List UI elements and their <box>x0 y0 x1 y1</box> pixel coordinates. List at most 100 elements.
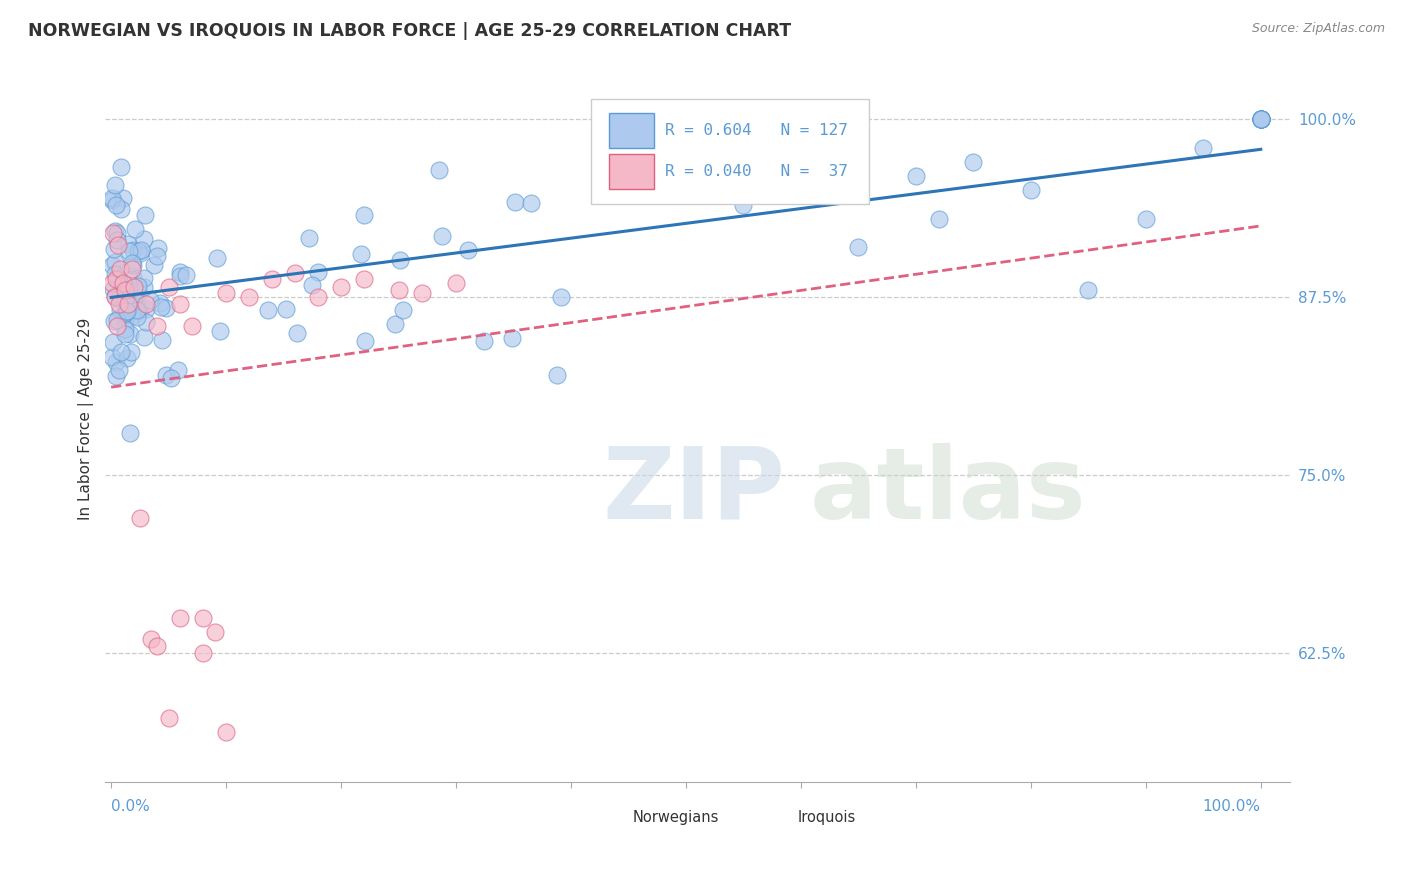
Point <box>101 350 124 364</box>
Point <box>353 208 375 222</box>
Point <box>103 282 125 296</box>
Point <box>103 226 125 240</box>
Point <box>108 363 131 377</box>
Point <box>472 334 495 349</box>
Point <box>108 302 131 317</box>
Point <box>127 303 149 318</box>
Point <box>1250 112 1272 127</box>
Point <box>105 233 128 247</box>
Point <box>1250 112 1272 127</box>
FancyBboxPatch shape <box>762 807 792 829</box>
Point <box>928 211 950 226</box>
Point <box>546 368 568 383</box>
Point <box>121 256 143 270</box>
Point <box>215 724 238 739</box>
Point <box>146 241 169 255</box>
Point <box>205 251 228 265</box>
Point <box>1250 112 1272 127</box>
Point <box>103 335 125 350</box>
Point <box>117 297 139 311</box>
Point <box>169 265 191 279</box>
Point <box>107 237 129 252</box>
Point <box>128 303 150 318</box>
Text: Norwegians: Norwegians <box>633 811 718 825</box>
Point <box>307 290 329 304</box>
Point <box>105 318 128 333</box>
Point <box>353 272 375 286</box>
Text: 0.0%: 0.0% <box>111 798 150 814</box>
Point <box>110 202 132 217</box>
Point <box>146 318 169 333</box>
Point <box>122 258 145 272</box>
Point <box>104 355 127 369</box>
Point <box>131 243 153 257</box>
Point <box>110 345 132 359</box>
Point <box>733 197 755 211</box>
Point <box>287 326 309 340</box>
Text: atlas: atlas <box>810 442 1087 540</box>
Point <box>135 297 157 311</box>
Point <box>121 261 143 276</box>
Point <box>157 280 180 294</box>
Point <box>411 286 433 301</box>
Point <box>105 226 128 240</box>
Point <box>141 632 163 647</box>
Point <box>105 198 128 212</box>
Point <box>146 640 169 654</box>
Point <box>117 244 139 258</box>
Point <box>1250 112 1272 127</box>
Text: R = 0.604   N = 127: R = 0.604 N = 127 <box>665 123 848 138</box>
Point <box>1019 184 1042 198</box>
Point <box>114 326 136 341</box>
Point <box>108 291 131 305</box>
Point <box>350 247 373 261</box>
Point <box>108 273 131 287</box>
Point <box>387 283 409 297</box>
Point <box>848 240 870 254</box>
Point <box>114 293 136 307</box>
Point <box>122 244 145 258</box>
Point <box>169 269 191 284</box>
Point <box>191 647 214 661</box>
Point <box>904 169 927 184</box>
Point <box>503 194 526 209</box>
Point <box>101 193 124 207</box>
Point <box>112 285 135 299</box>
Point <box>169 611 191 625</box>
Point <box>103 243 125 257</box>
Point <box>432 228 454 243</box>
Point <box>160 371 183 385</box>
Point <box>114 283 136 297</box>
Text: NORWEGIAN VS IROQUOIS IN LABOR FORCE | AGE 25-29 CORRELATION CHART: NORWEGIAN VS IROQUOIS IN LABOR FORCE | A… <box>28 22 792 40</box>
Point <box>155 301 177 316</box>
Point <box>122 270 145 285</box>
Point <box>388 252 411 267</box>
Point <box>1250 112 1272 127</box>
Point <box>174 268 197 282</box>
Point <box>114 306 136 320</box>
Point <box>301 278 323 293</box>
Point <box>962 155 984 169</box>
Point <box>444 276 467 290</box>
Point <box>120 345 142 359</box>
Point <box>121 309 143 323</box>
Text: 100.0%: 100.0% <box>1202 798 1261 814</box>
Point <box>330 280 353 294</box>
Point <box>124 222 146 236</box>
Point <box>118 282 141 296</box>
Point <box>112 307 135 321</box>
Point <box>118 327 141 342</box>
Point <box>112 308 135 322</box>
Point <box>157 710 180 724</box>
Y-axis label: In Labor Force | Age 25-29: In Labor Force | Age 25-29 <box>79 318 94 519</box>
Point <box>117 237 139 252</box>
Point <box>391 302 413 317</box>
Point <box>101 259 124 273</box>
Point <box>111 276 134 290</box>
Point <box>108 297 131 311</box>
Point <box>134 315 156 329</box>
Point <box>114 313 136 327</box>
Point <box>128 511 150 525</box>
Point <box>256 302 278 317</box>
Point <box>115 351 138 365</box>
